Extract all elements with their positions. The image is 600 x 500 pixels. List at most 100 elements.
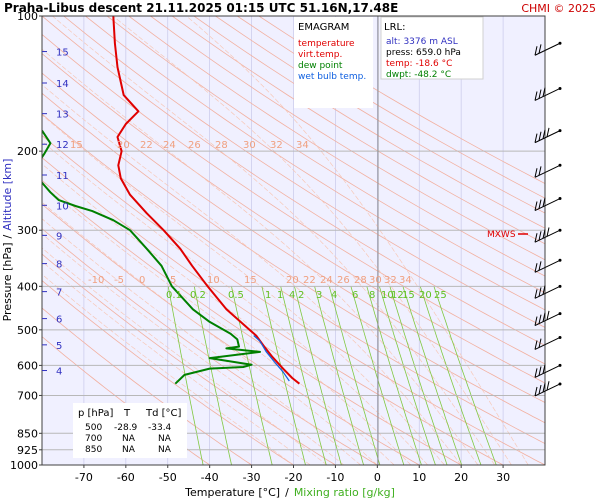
moist-adiabat-label: 0: [139, 275, 145, 286]
mixing-ratio-label: 25: [434, 290, 447, 301]
ylabel-altitude: Altitude [km]: [1, 159, 14, 231]
pressure-tick-label: 100: [17, 10, 38, 23]
xlabel-mixing: Mixing ratio [g/kg]: [294, 486, 395, 499]
mixing-ratio-label: 0.1: [166, 290, 182, 301]
lrl-title: LRL:: [384, 22, 405, 33]
mixing-ratio-line: [433, 286, 497, 465]
mixing-ratio-label: 10: [381, 290, 394, 301]
wind-barb-station: [558, 258, 562, 262]
dry-adiabats: [42, 16, 545, 465]
dry-adiabat: [106, 16, 545, 294]
wind-barb-flag: [542, 129, 546, 139]
wind-barb-flag: [538, 89, 542, 99]
mixing-ratio-lines: [167, 286, 497, 465]
wind-barb-flag: [538, 384, 542, 395]
wind-barb-flag: [542, 87, 546, 97]
wind-barb-flag: [538, 338, 542, 348]
wind-barb-flag: [534, 201, 538, 211]
wind-barb-flag: [542, 197, 546, 207]
table-cell: 700: [85, 434, 102, 444]
moist-adiabat-label: -10: [88, 275, 104, 286]
wind-barb-flag: [534, 386, 538, 397]
mixing-ratio-label: 20: [419, 290, 432, 301]
y-axis-title: Pressure [hPa] / Altitude [km]: [1, 159, 14, 322]
temperature-tick-label: 0: [374, 471, 381, 484]
wind-barbs: [534, 41, 562, 397]
temperature-tick-label: -30: [243, 471, 261, 484]
dry-adiabat-label: 28: [215, 140, 228, 151]
mixing-ratio-label: 6: [352, 290, 358, 301]
wind-barb-flag: [534, 340, 538, 350]
moist-adiabat-label: 32: [384, 275, 397, 286]
moist-adiabat: [42, 114, 445, 465]
temperature-tick-label: 20: [454, 471, 468, 484]
wind-barb-flag: [538, 366, 542, 376]
moist-adiabat-label: 30: [369, 275, 382, 286]
dry-adiabat: [42, 53, 545, 384]
wind-barb-station: [558, 41, 562, 45]
pressure-tick-label: 400: [17, 280, 38, 293]
xlabel-temperature: Temperature [°C]: [184, 486, 280, 499]
wind-barb-flag: [546, 381, 550, 391]
wind-barb-flag: [534, 91, 538, 101]
mixing-ratio-label: 1: [265, 290, 271, 301]
altitude-tick-label: 13: [56, 110, 69, 121]
altitude-tick-label: 9: [56, 231, 62, 242]
wind-barb-flag: [538, 261, 542, 271]
table-cell: NA: [122, 434, 136, 444]
wind-barb-flag: [538, 44, 542, 54]
moist-adiabat-label: 34: [399, 275, 412, 286]
wind-barb-flag: [546, 227, 550, 237]
altitude-tick-label: 4: [56, 367, 62, 378]
table-header-t: T: [123, 408, 131, 419]
ylabel-separator: /: [1, 234, 14, 238]
dry-adiabat: [193, 16, 545, 229]
altitude-tick-label: 14: [56, 79, 69, 90]
series-wet-bulb-temp-: [253, 335, 290, 382]
table-header-p: p [hPa]: [78, 408, 113, 419]
pressure-tick-label: 300: [17, 224, 38, 237]
background-labels: 15 20 22 24 26 28 30 32 34-10 -5 0 5 10 15 20 22 24 26 28 3…: [70, 140, 447, 301]
moist-adiabat-label: -5: [114, 275, 124, 286]
mixing-ratio-line: [379, 286, 436, 465]
wind-barb-flag: [534, 133, 538, 143]
mixing-ratio-line: [419, 286, 482, 465]
wind-barb-flag: [542, 229, 546, 239]
mixing-ratio-label: 2: [298, 290, 304, 301]
wind-barb-flag: [546, 310, 550, 320]
dry-adiabat-label: 30: [243, 140, 256, 151]
pressure-tick-label: 925: [17, 444, 38, 457]
table-cell: NA: [158, 445, 172, 455]
table-cell: NA: [122, 445, 136, 455]
dry-adiabat: [42, 16, 545, 346]
mixing-ratio-label: 15: [402, 290, 415, 301]
temperature-tick-label: -50: [159, 471, 177, 484]
dry-adiabat: [42, 280, 295, 465]
dry-adiabat: [42, 203, 421, 465]
altitude-tick-label: 8: [56, 260, 62, 271]
mixing-ratio-line: [280, 286, 327, 465]
moist-adiabat-label: 24: [320, 275, 333, 286]
moist-adiabat-label: 22: [303, 275, 316, 286]
temperature-tick-label: -60: [117, 471, 135, 484]
wind-barb-flag: [542, 364, 546, 374]
moist-adiabat-label: 28: [354, 275, 367, 286]
wind-barb-station: [558, 129, 562, 133]
chart-title: Praha-Libus descent 21.11.2025 01:15 UTC…: [4, 1, 398, 15]
altitude-tick-label: 10: [56, 201, 69, 212]
moist-adiabat-label: 5: [170, 275, 176, 286]
wind-barb-flag: [538, 131, 542, 141]
dry-adiabat-label: 34: [296, 140, 309, 151]
level-table: p [hPa] T Td [°C] 500 -28.9 -33.4 700 NA…: [73, 403, 187, 458]
dry-adiabat-label: 20: [117, 140, 130, 151]
wind-barb-flag: [538, 166, 542, 176]
mixing-ratio-label: 8: [369, 290, 375, 301]
wind-barb-flag: [546, 127, 550, 138]
wind-barb-flag: [538, 231, 542, 241]
dry-adiabat: [42, 92, 545, 424]
dry-adiabat-label: 26: [188, 140, 201, 151]
wind-barb-flag: [534, 168, 538, 178]
moist-adiabat: [42, 273, 294, 465]
lrl-pressure: press: 659.0 hPa: [386, 48, 461, 58]
